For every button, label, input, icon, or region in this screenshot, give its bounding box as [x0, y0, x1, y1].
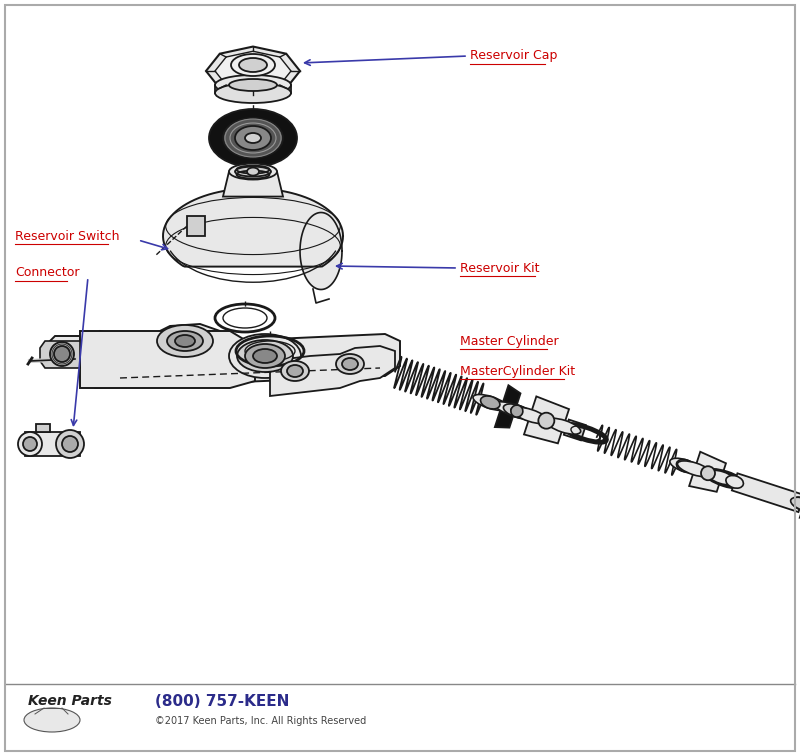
- Polygon shape: [80, 331, 255, 388]
- Text: Master Cylinder: Master Cylinder: [460, 334, 558, 348]
- Ellipse shape: [223, 118, 283, 158]
- Ellipse shape: [247, 168, 259, 175]
- Ellipse shape: [215, 75, 291, 95]
- Text: ©2017 Keen Parts, Inc. All Rights Reserved: ©2017 Keen Parts, Inc. All Rights Reserv…: [155, 716, 366, 726]
- Text: Connector: Connector: [15, 267, 79, 280]
- Polygon shape: [564, 420, 586, 440]
- Ellipse shape: [24, 708, 80, 732]
- Ellipse shape: [511, 405, 523, 417]
- Polygon shape: [36, 424, 50, 432]
- Polygon shape: [524, 396, 569, 443]
- Ellipse shape: [546, 418, 581, 434]
- Ellipse shape: [239, 58, 267, 72]
- Text: MasterCylinder Kit: MasterCylinder Kit: [460, 364, 575, 377]
- Ellipse shape: [215, 83, 291, 103]
- Polygon shape: [689, 452, 726, 492]
- Ellipse shape: [481, 396, 500, 409]
- Text: Keen Parts: Keen Parts: [28, 694, 112, 708]
- Ellipse shape: [175, 335, 195, 347]
- Text: (800) 757-KEEN: (800) 757-KEEN: [155, 693, 290, 708]
- Ellipse shape: [494, 401, 540, 420]
- Ellipse shape: [790, 497, 800, 512]
- Circle shape: [701, 466, 715, 480]
- Ellipse shape: [18, 432, 42, 456]
- Circle shape: [538, 413, 554, 429]
- Ellipse shape: [235, 166, 271, 177]
- Polygon shape: [40, 341, 80, 368]
- Ellipse shape: [229, 334, 301, 378]
- Polygon shape: [187, 216, 205, 236]
- Ellipse shape: [157, 325, 213, 357]
- Ellipse shape: [54, 346, 70, 362]
- Ellipse shape: [245, 133, 261, 143]
- Ellipse shape: [56, 430, 84, 458]
- Ellipse shape: [793, 497, 800, 510]
- Polygon shape: [732, 473, 800, 512]
- Ellipse shape: [287, 365, 303, 377]
- Ellipse shape: [229, 79, 277, 91]
- Text: Reservoir Kit: Reservoir Kit: [460, 262, 539, 274]
- Polygon shape: [50, 324, 400, 388]
- Ellipse shape: [677, 460, 694, 472]
- Ellipse shape: [237, 340, 293, 372]
- Ellipse shape: [253, 349, 277, 363]
- Polygon shape: [215, 51, 291, 91]
- Ellipse shape: [473, 395, 507, 411]
- Ellipse shape: [670, 458, 701, 473]
- Ellipse shape: [235, 126, 271, 150]
- Polygon shape: [163, 188, 343, 267]
- Ellipse shape: [342, 358, 358, 370]
- Ellipse shape: [50, 342, 74, 366]
- Text: Reservoir Cap: Reservoir Cap: [470, 49, 558, 63]
- Ellipse shape: [245, 344, 285, 368]
- Ellipse shape: [209, 109, 297, 167]
- Ellipse shape: [62, 436, 78, 452]
- Ellipse shape: [23, 437, 37, 451]
- Ellipse shape: [726, 476, 743, 488]
- Ellipse shape: [336, 354, 364, 374]
- Ellipse shape: [167, 331, 203, 351]
- Polygon shape: [300, 212, 342, 290]
- Polygon shape: [223, 172, 283, 197]
- Ellipse shape: [281, 361, 309, 381]
- Polygon shape: [25, 432, 80, 456]
- Polygon shape: [206, 47, 300, 95]
- Polygon shape: [270, 346, 395, 396]
- Ellipse shape: [678, 461, 712, 477]
- Ellipse shape: [503, 404, 530, 418]
- Ellipse shape: [707, 470, 736, 485]
- Ellipse shape: [229, 163, 277, 180]
- Text: Reservoir Switch: Reservoir Switch: [15, 230, 119, 243]
- Polygon shape: [495, 386, 521, 428]
- Ellipse shape: [511, 407, 550, 424]
- Ellipse shape: [231, 54, 275, 76]
